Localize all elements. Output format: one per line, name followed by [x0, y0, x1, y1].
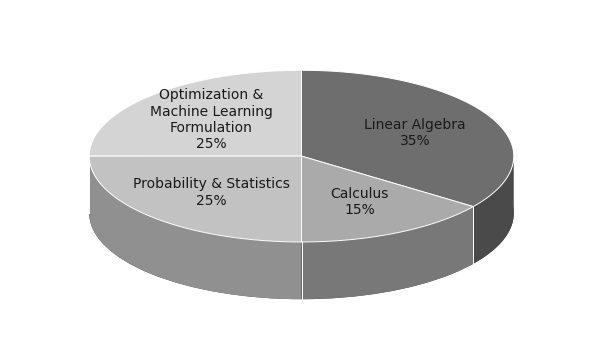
Polygon shape [473, 157, 514, 264]
Text: Calculus
15%: Calculus 15% [330, 187, 388, 217]
Text: Probability & Statistics
25%: Probability & Statistics 25% [133, 177, 290, 208]
Text: Optimization &
Machine Learning
Formulation
25%: Optimization & Machine Learning Formulat… [150, 88, 273, 151]
Polygon shape [302, 206, 473, 299]
Polygon shape [89, 70, 302, 156]
Polygon shape [89, 156, 302, 299]
Polygon shape [302, 70, 514, 206]
Polygon shape [89, 156, 302, 242]
Polygon shape [302, 156, 473, 242]
Ellipse shape [89, 127, 514, 299]
Text: Linear Algebra
35%: Linear Algebra 35% [364, 118, 466, 148]
